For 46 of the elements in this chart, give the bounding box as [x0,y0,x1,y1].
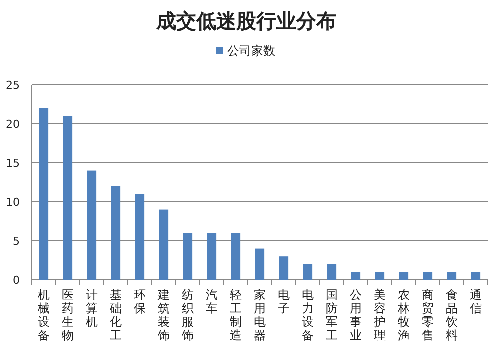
bar [303,264,313,280]
bar [111,186,121,280]
x-tick-label: 电子 [278,288,290,316]
bar [447,272,457,280]
x-tick-label: 国防军工 [326,288,338,342]
bar [231,233,241,280]
bar [399,272,409,280]
bar [135,194,145,280]
x-tick-label: 美容护理 [373,288,386,342]
y-tick-label: 20 [6,118,20,131]
chart-title: 成交低迷股行业分布 [156,9,336,33]
x-tick-label: 汽车 [206,288,218,316]
bar [279,256,289,280]
x-tick-label: 商贸零售 [422,288,434,342]
bar [471,272,481,280]
y-tick-label: 5 [13,235,20,248]
bar [159,210,169,280]
bar [87,170,97,280]
bar [39,108,49,280]
bar [375,272,385,280]
bar [183,233,193,280]
bar [207,233,217,280]
bar [63,116,73,280]
x-tick-label: 食品饮料 [445,288,458,342]
bar [255,248,265,280]
x-tick-label: 轻工制造 [230,288,242,342]
x-tick-label: 计算机 [86,288,98,329]
bar [423,272,433,280]
x-tick-label: 纺织服饰 [181,288,194,342]
x-tick-label: 基础化工 [109,288,122,342]
x-tick-label: 公用事业 [350,288,362,342]
x-tick-label: 医药生物 [62,288,74,342]
y-tick-label: 15 [6,157,20,170]
x-tick-label: 农林牧渔 [397,288,410,342]
bar [327,264,337,280]
legend-label: 公司家数 [228,44,276,58]
x-tick-label: 家用电器 [254,288,266,342]
y-tick-label: 0 [13,274,20,287]
x-tick-label: 建筑装饰 [157,288,170,342]
x-tick-label: 电力设备 [302,288,314,342]
bar [351,272,361,280]
x-tick-label: 环保 [134,288,146,316]
x-tick-label: 机械设备 [38,288,50,342]
y-tick-label: 10 [6,196,20,209]
y-tick-label: 25 [6,79,20,92]
x-tick-label: 通信 [470,288,482,316]
